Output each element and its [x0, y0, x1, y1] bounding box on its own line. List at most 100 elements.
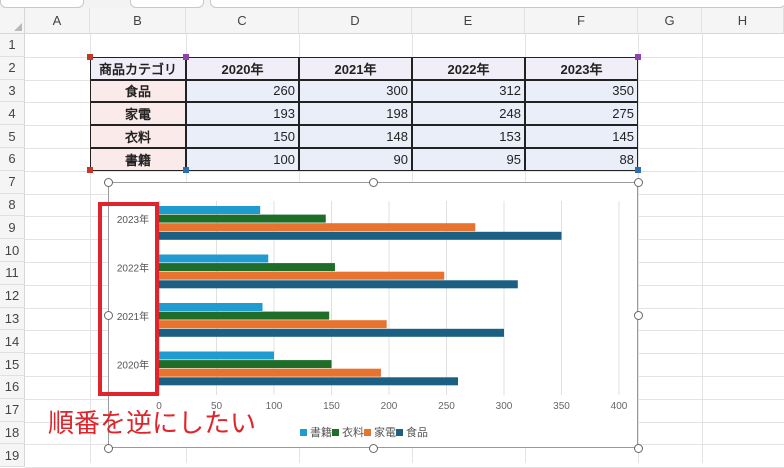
resize-handle[interactable] [103, 310, 113, 320]
row-header-7[interactable]: 7 [0, 170, 25, 194]
legend-item[interactable]: 書籍 [300, 424, 332, 440]
resize-handle[interactable] [368, 443, 378, 453]
y-category-label: 2022年 [117, 262, 149, 275]
grid-vline [702, 34, 703, 463]
row-header-10[interactable]: 10 [0, 239, 25, 262]
column-header-D[interactable]: D [299, 8, 412, 34]
bar-衣料 [159, 360, 332, 369]
y-category-label: 2023年 [117, 213, 149, 226]
row-header-19[interactable]: 19 [0, 444, 25, 468]
value-cell[interactable]: 145 [525, 125, 638, 148]
bar-家電 [159, 223, 476, 232]
value-cell[interactable]: 148 [299, 125, 412, 148]
row-header-8[interactable]: 8 [0, 193, 25, 217]
range-marker[interactable] [635, 54, 641, 60]
row-header-18[interactable]: 18 [0, 421, 25, 445]
row-header-11[interactable]: 11 [0, 262, 25, 285]
row-header-1[interactable]: 1 [0, 34, 25, 57]
value-cell[interactable]: 350 [525, 79, 638, 103]
category-cell[interactable]: 衣料 [90, 125, 186, 148]
value-cell[interactable]: 95 [412, 148, 525, 171]
column-header-F[interactable]: F [525, 8, 638, 34]
resize-handle[interactable] [368, 177, 378, 187]
value-cell[interactable]: 153 [412, 125, 525, 148]
legend-item[interactable]: 食品 [396, 424, 428, 440]
row-header-3[interactable]: 3 [0, 79, 25, 103]
row-header-9[interactable]: 9 [0, 216, 25, 240]
x-tick-label: 400 [611, 401, 628, 412]
value-cell[interactable]: 248 [412, 102, 525, 126]
column-header-B[interactable]: B [90, 8, 186, 34]
bar-衣料 [159, 214, 326, 223]
y-category-label: 2020年 [117, 359, 149, 372]
row-header-13[interactable]: 13 [0, 307, 25, 331]
value-cell[interactable]: 100 [186, 148, 299, 171]
row-header-16[interactable]: 16 [0, 376, 25, 399]
row-header-15[interactable]: 15 [0, 353, 25, 376]
column-header-A[interactable]: A [25, 8, 90, 34]
table-header-cell[interactable]: 2021年 [299, 56, 412, 80]
x-tick-label: 150 [323, 401, 340, 412]
value-cell[interactable]: 300 [299, 79, 412, 103]
row-header-6[interactable]: 6 [0, 148, 25, 171]
value-cell[interactable]: 193 [186, 102, 299, 126]
column-header-H[interactable]: H [702, 8, 784, 34]
toolbar-tab[interactable] [0, 0, 84, 8]
category-cell[interactable]: 書籍 [90, 148, 186, 171]
range-marker[interactable] [87, 54, 93, 60]
value-cell[interactable]: 312 [412, 79, 525, 103]
range-marker[interactable] [635, 167, 641, 173]
value-cell[interactable]: 198 [299, 102, 412, 126]
formula-bar[interactable] [210, 0, 784, 8]
value-cell[interactable]: 260 [186, 79, 299, 103]
table-header-cell[interactable]: 2023年 [525, 56, 638, 80]
bar-家電 [159, 320, 387, 329]
legend-item[interactable]: 家電 [364, 424, 396, 440]
column-header-E[interactable]: E [412, 8, 525, 34]
legend-swatch [396, 428, 403, 436]
bar-衣料 [159, 311, 330, 320]
category-cell[interactable]: 食品 [90, 79, 186, 103]
row-header-17[interactable]: 17 [0, 398, 25, 422]
value-cell[interactable]: 90 [299, 148, 412, 171]
table-header-cell[interactable]: 2020年 [186, 56, 299, 80]
highlight-box [98, 202, 159, 396]
value-cell[interactable]: 88 [525, 148, 638, 171]
table-header-cell[interactable]: 商品カテゴリ [90, 56, 186, 80]
select-all-corner[interactable] [0, 8, 25, 34]
bar-食品 [159, 328, 504, 337]
bar-食品 [159, 377, 458, 386]
row-header-12[interactable]: 12 [0, 284, 25, 308]
annotation-text: 順番を逆にしたい [48, 409, 257, 439]
toolbar-tab[interactable] [130, 0, 204, 8]
row-header-14[interactable]: 14 [0, 330, 25, 354]
legend-item[interactable]: 衣料 [332, 424, 364, 440]
legend-label: 書籍 [310, 427, 332, 439]
row-header-5[interactable]: 5 [0, 125, 25, 148]
resize-handle[interactable] [633, 443, 643, 453]
row-header-2[interactable]: 2 [0, 56, 25, 80]
resize-handle[interactable] [633, 310, 643, 320]
range-marker[interactable] [183, 54, 189, 60]
resize-handle[interactable] [103, 443, 113, 453]
category-cell[interactable]: 家電 [90, 102, 186, 126]
row-header-4[interactable]: 4 [0, 102, 25, 126]
column-header-C[interactable]: C [186, 8, 299, 34]
resize-handle[interactable] [103, 177, 113, 187]
column-header-G[interactable]: G [638, 8, 702, 34]
value-cell[interactable]: 275 [525, 102, 638, 126]
range-marker[interactable] [183, 167, 189, 173]
resize-handle[interactable] [633, 177, 643, 187]
x-tick-label: 350 [553, 401, 570, 412]
bar-書籍 [159, 254, 269, 263]
x-tick-label: 0 [156, 401, 162, 412]
chart-plot: 0 50 100 150 200 250 300 350 400 2023年 2022年 2021年 2… [117, 201, 628, 412]
range-marker[interactable] [87, 167, 93, 173]
value-cell[interactable]: 150 [186, 125, 299, 148]
legend-swatch [332, 428, 339, 436]
x-tick-label: 100 [266, 401, 283, 412]
grid-vline [90, 34, 91, 463]
bar-書籍 [159, 206, 261, 214]
table-header-cell[interactable]: 2022年 [412, 56, 525, 80]
bar-家電 [159, 368, 381, 377]
